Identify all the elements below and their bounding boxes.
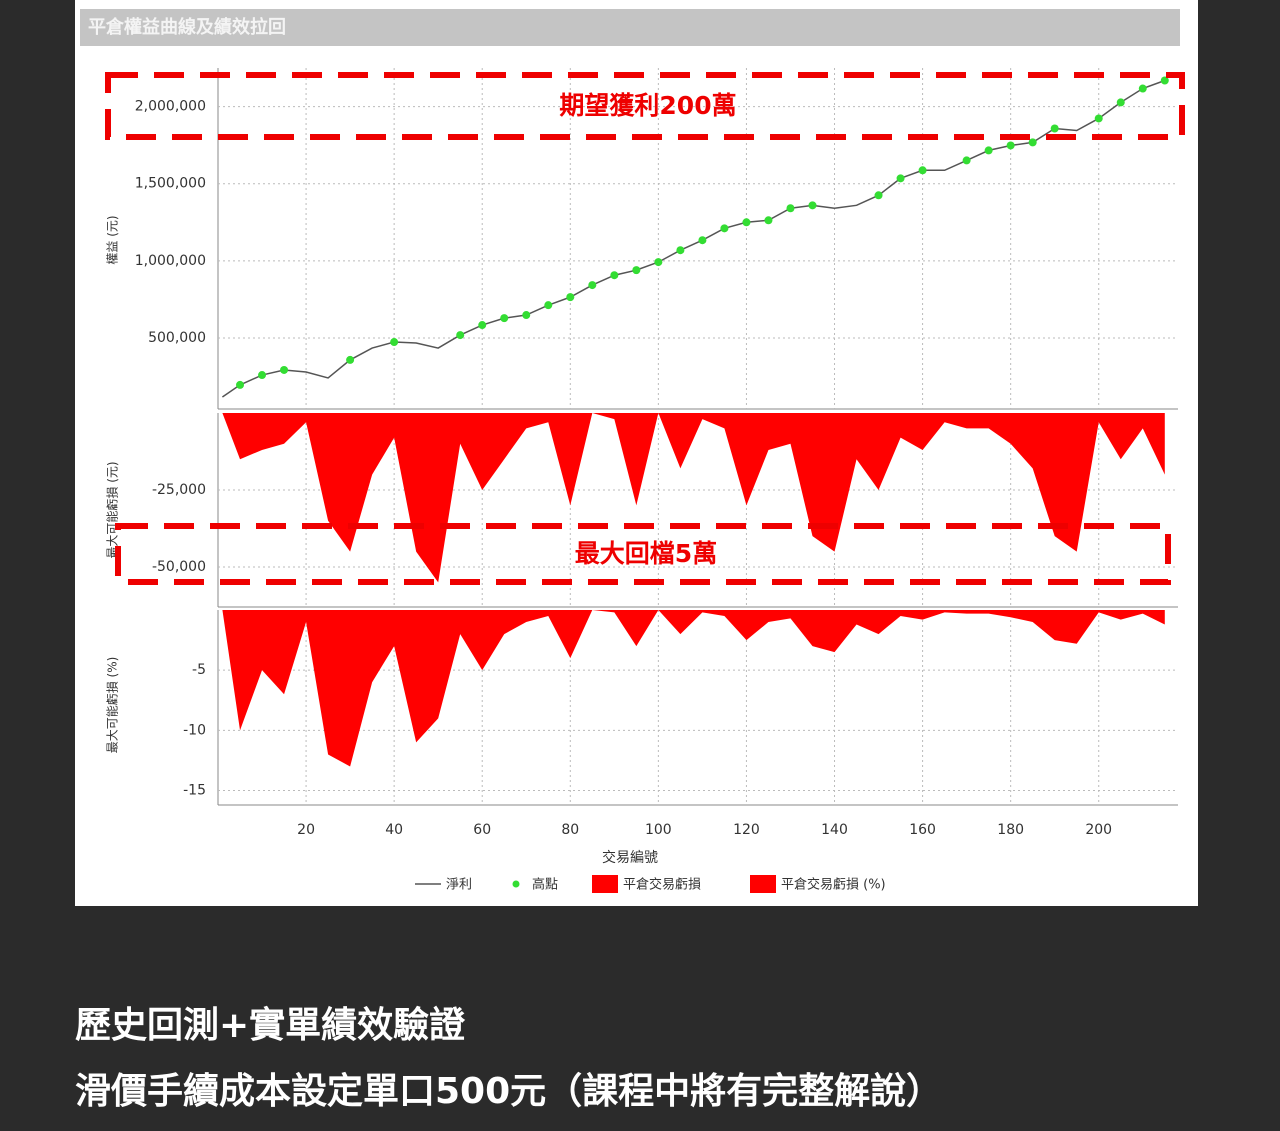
legend-label: 平倉交易虧損 (%) bbox=[781, 877, 886, 893]
legend: 淨利 高點 平倉交易虧損 平倉交易虧損 (%) bbox=[415, 875, 886, 893]
high-point bbox=[610, 271, 619, 280]
high-point bbox=[918, 166, 927, 175]
legend-swatch bbox=[512, 880, 520, 888]
high-point bbox=[588, 281, 597, 290]
high-point bbox=[1028, 138, 1037, 147]
chart: 平倉權益曲線及績效拉回 權益 (元) 最大可能虧損 (元) 最大可能虧損 (%)… bbox=[75, 0, 1198, 906]
high-point bbox=[1116, 98, 1125, 107]
high-point bbox=[1094, 114, 1103, 123]
x-tick-label: 100 bbox=[645, 822, 672, 838]
high-point bbox=[1160, 76, 1169, 85]
high-point bbox=[346, 355, 355, 364]
caption: 歷史回測+實單績效驗證 bbox=[75, 1005, 466, 1046]
high-point bbox=[1006, 141, 1015, 150]
highlight-box bbox=[115, 523, 1171, 585]
y-label: 最大可能虧損 (元) bbox=[105, 461, 120, 558]
x-tick-label: 120 bbox=[733, 822, 760, 838]
x-tick-label: 160 bbox=[909, 822, 936, 838]
x-tick-label: 180 bbox=[997, 822, 1024, 838]
high-point bbox=[478, 321, 487, 330]
y-tick-label: 1,500,000 bbox=[135, 176, 206, 192]
high-point bbox=[764, 216, 773, 225]
plots: 500,000 1,000,000 1,500,000 2,000,000 -25,00… bbox=[135, 68, 1178, 838]
high-point bbox=[698, 236, 707, 245]
y-label: 權益 (元) bbox=[106, 215, 120, 264]
high-point bbox=[676, 246, 685, 255]
high-point bbox=[280, 365, 289, 374]
high-point bbox=[896, 174, 905, 183]
caption: 滑價手續成本設定單口500元（課程中將有完整解說） bbox=[75, 1071, 943, 1112]
y-tick-label: -5 bbox=[192, 662, 206, 678]
highlight-box bbox=[105, 72, 1185, 140]
drawdown-area bbox=[222, 413, 1165, 583]
y-label: 最大可能虧損 (%) bbox=[105, 657, 120, 754]
y-tick-label: -50,000 bbox=[152, 559, 206, 575]
legend-swatch bbox=[592, 875, 618, 893]
high-point bbox=[500, 314, 509, 323]
title-bar bbox=[80, 9, 1180, 46]
legend-swatch bbox=[750, 875, 776, 893]
x-tick-label: 80 bbox=[561, 822, 579, 838]
high-point bbox=[632, 266, 641, 275]
high-point bbox=[742, 218, 751, 227]
high-point bbox=[456, 331, 465, 340]
x-tick-label: 20 bbox=[297, 822, 315, 838]
high-point bbox=[984, 146, 993, 155]
x-tick-label: 140 bbox=[821, 822, 848, 838]
chart-title: 平倉權益曲線及績效拉回 bbox=[88, 16, 286, 38]
x-tick-label: 40 bbox=[385, 822, 403, 838]
legend-label: 高點 bbox=[532, 877, 558, 893]
high-point bbox=[786, 204, 795, 213]
high-point bbox=[566, 293, 575, 302]
x-label: 交易編號 bbox=[602, 849, 658, 866]
y-tick-label: -10 bbox=[183, 722, 206, 738]
annotation: 期望獲利200萬 bbox=[559, 91, 736, 120]
y-tick-label: 500,000 bbox=[148, 330, 206, 346]
x-tick-label: 60 bbox=[473, 822, 491, 838]
high-point bbox=[874, 191, 883, 200]
drawdown-area bbox=[222, 610, 1165, 767]
annotation: 最大回檔5萬 bbox=[575, 539, 717, 568]
high-point bbox=[1050, 124, 1059, 133]
y-tick-label: 2,000,000 bbox=[135, 99, 206, 115]
legend-label: 平倉交易虧損 bbox=[623, 877, 701, 893]
high-point bbox=[390, 338, 399, 347]
high-point bbox=[1138, 84, 1147, 93]
y-tick-label: 1,000,000 bbox=[135, 253, 206, 269]
high-point bbox=[962, 156, 971, 165]
high-point bbox=[654, 258, 663, 267]
y-tick-label: -25,000 bbox=[152, 482, 206, 498]
high-point bbox=[720, 224, 729, 233]
high-point bbox=[236, 380, 245, 389]
high-point bbox=[522, 311, 531, 320]
y-tick-label: -15 bbox=[183, 783, 206, 799]
x-tick-label: 200 bbox=[1085, 822, 1112, 838]
high-point bbox=[258, 371, 267, 380]
legend-label: 淨利 bbox=[446, 878, 472, 893]
high-point bbox=[808, 201, 817, 210]
high-point bbox=[544, 301, 553, 310]
